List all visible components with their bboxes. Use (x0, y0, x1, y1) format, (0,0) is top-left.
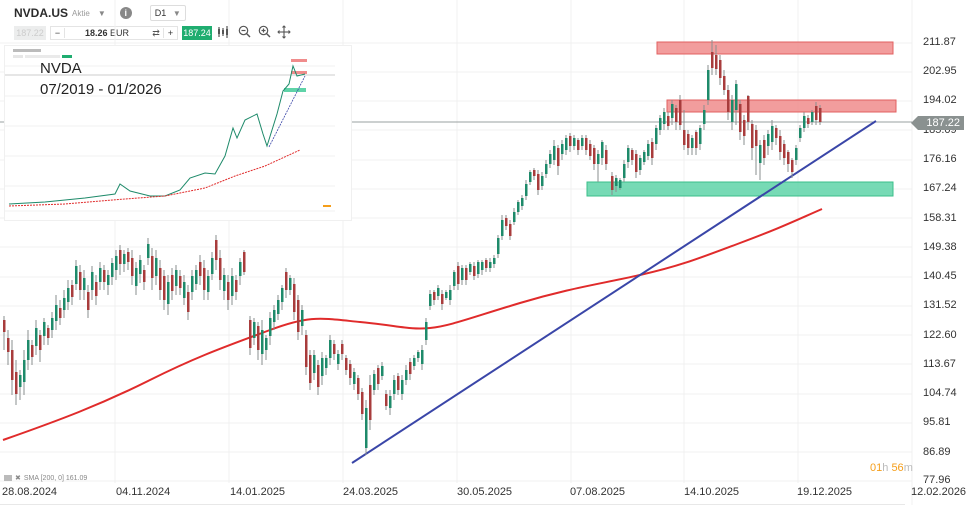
quantity-stepper[interactable]: − 18.26 EUR ⇄ + (50, 26, 178, 40)
date-label: 28.08.2024 (2, 486, 58, 498)
price-label: 149.38 (923, 241, 957, 253)
inset-title-symbol: NVDA (40, 60, 82, 77)
zoom-out-icon[interactable] (236, 25, 252, 41)
info-icon[interactable]: i (119, 7, 132, 19)
price-label: 131.52 (923, 299, 957, 311)
quantity-input[interactable]: 18.26 EUR (65, 28, 149, 38)
chart-type-icon[interactable] (216, 25, 232, 41)
symbol-toolbar: NVDA.US Aktie ▼ i D1 ▼ (14, 4, 186, 22)
date-label: 14.10.2025 (684, 486, 740, 498)
indicator-remove-icon[interactable]: ✖ (15, 475, 21, 482)
price-label: 104.74 (923, 387, 957, 399)
date-label: 19.12.2025 (797, 486, 853, 498)
quantity-value: 18.26 (84, 28, 108, 38)
inset-long-term-chart (4, 45, 352, 221)
trade-toolbar: 187.22 − 18.26 EUR ⇄ + 187.24 (14, 24, 292, 42)
price-label: 122.60 (923, 329, 957, 341)
indicator-settings-icon[interactable] (4, 475, 12, 481)
sell-button[interactable]: 187.22 (14, 26, 46, 40)
price-label: 202.95 (923, 65, 957, 77)
increase-button[interactable]: + (163, 28, 177, 38)
chevron-down-icon: ▼ (172, 8, 181, 18)
date-label: 14.01.2025 (230, 486, 286, 498)
current-price-tag: 187.22 (911, 116, 964, 130)
crosshair-icon[interactable] (276, 24, 292, 42)
symbol-dropdown-icon[interactable]: ▼ (97, 8, 106, 18)
price-label: 113.67 (923, 358, 956, 370)
timeframe-select[interactable]: D1 ▼ (149, 5, 186, 21)
price-label: 194.02 (923, 94, 957, 106)
price-label: 86.89 (923, 446, 951, 458)
quantity-currency: EUR (110, 28, 130, 38)
timer-m-unit: m (903, 462, 913, 474)
resistance-zone-lower (666, 99, 897, 113)
candle-countdown: 01h 56m (870, 462, 913, 474)
buy-button[interactable]: 187.24 (182, 26, 212, 40)
support-zone (586, 181, 894, 197)
date-label: 07.08.2025 (570, 486, 626, 498)
inset-title-range: 07/2019 - 01/2026 (40, 81, 162, 98)
inset-chart-svg (5, 49, 335, 212)
price-label: 77.96 (923, 474, 951, 486)
price-label: 176.16 (923, 153, 957, 165)
swap-icon[interactable]: ⇄ (152, 27, 160, 38)
resistance-zone-upper (656, 41, 894, 55)
date-label: 12.02.2026 (911, 486, 967, 498)
decrease-button[interactable]: − (51, 28, 65, 38)
price-label: 167.24 (923, 182, 957, 194)
indicator-legend: ✖ SMA [200, 0] 161.09 (4, 474, 87, 482)
date-label: 04.11.2024 (116, 486, 171, 498)
timer-h-unit: h (882, 462, 889, 474)
timeframe-value: D1 (154, 8, 167, 18)
timer-hours: 01 (870, 462, 883, 474)
sma-legend-text: SMA [200, 0] 161.09 (23, 474, 88, 482)
timer-minutes: 56 (891, 462, 904, 474)
price-label: 140.45 (923, 270, 957, 282)
date-label: 30.05.2025 (457, 486, 513, 498)
price-label: 211.87 (923, 36, 956, 48)
symbol-name[interactable]: NVDA.US (14, 6, 69, 20)
price-label: 95.81 (923, 416, 951, 428)
inset-title: NVDA 07/2019 - 01/2026 (40, 58, 162, 100)
zoom-in-icon[interactable] (256, 25, 272, 41)
symbol-type: Aktie (72, 8, 90, 18)
price-label: 158.31 (923, 212, 957, 224)
ascending-trendline (351, 120, 877, 464)
sma-200-line (2, 208, 823, 441)
date-label: 24.03.2025 (343, 486, 399, 498)
